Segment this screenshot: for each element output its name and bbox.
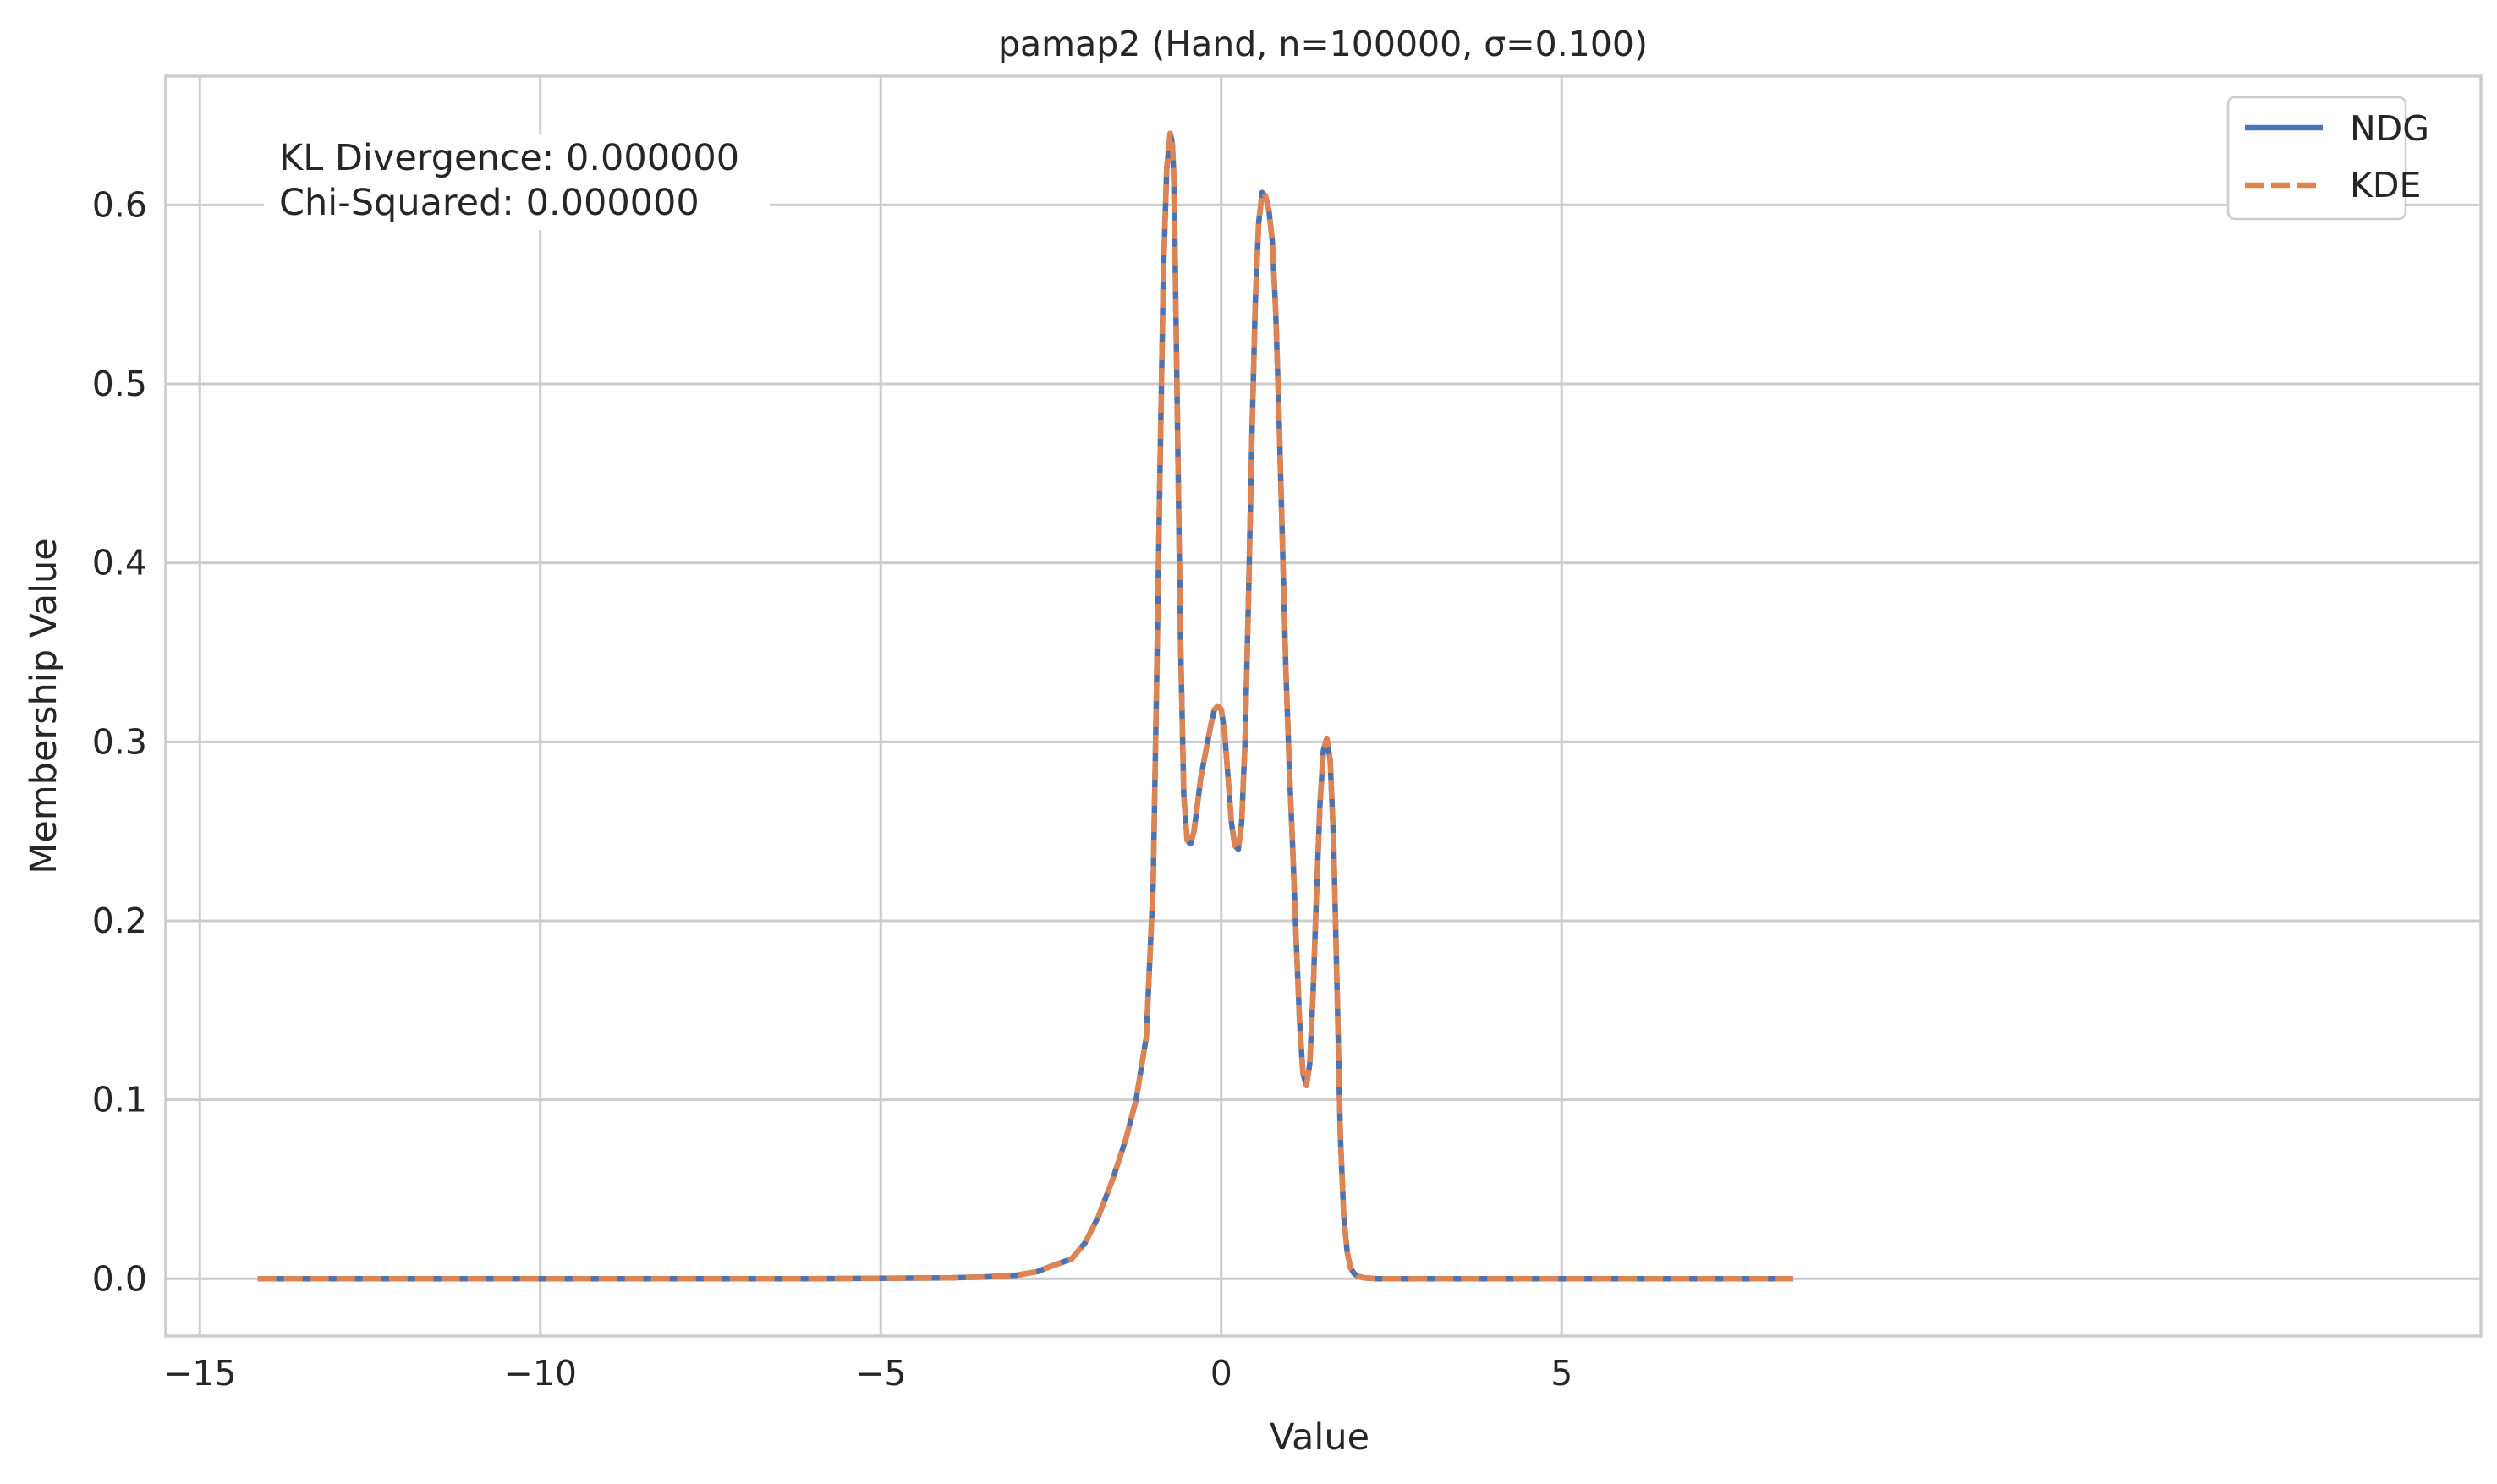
y-tick-label: 0.2 <box>92 901 147 941</box>
x-axis-label: Value <box>1270 1416 1369 1459</box>
x-tick-label: −10 <box>503 1353 577 1394</box>
legend: NDG KDE <box>2226 96 2429 221</box>
x-tick-label: 5 <box>1550 1353 1572 1394</box>
legend-ndg-label: NDG <box>2350 108 2429 149</box>
chart-title: pamap2 (Hand, n=100000, σ=0.100) <box>998 24 1648 64</box>
plot-frame <box>164 74 2483 1338</box>
ticks: −15 −10 −5 0 5 0.0 0.1 0.2 0.3 0.4 0.5 0.6 <box>92 184 1573 1394</box>
y-tick-label: 0.6 <box>92 184 147 225</box>
plot-area <box>166 76 2481 1336</box>
legend-kde-label: KDE <box>2350 165 2421 205</box>
stats-annotation-box <box>264 134 770 230</box>
x-tick-label: 0 <box>1210 1353 1232 1394</box>
y-axis-label: Membership Value <box>23 538 65 874</box>
x-tick-label: −15 <box>163 1353 237 1394</box>
kl-divergence-text: KL Divergence: 0.000000 <box>279 137 739 179</box>
y-tick-label: 0.5 <box>92 364 147 404</box>
series-line-kde <box>257 130 1793 1282</box>
chi-squared-text: Chi-Squared: 0.000000 <box>279 182 700 224</box>
stats-annotation: KL Divergence: 0.000000 Chi-Squared: 0.0… <box>264 134 770 230</box>
series-layer <box>257 130 1793 1282</box>
x-tick-label: −5 <box>855 1353 906 1394</box>
y-tick-label: 0.0 <box>92 1258 147 1299</box>
y-tick-label: 0.4 <box>92 543 147 583</box>
grid <box>166 76 2481 1336</box>
y-tick-label: 0.1 <box>92 1080 147 1120</box>
y-tick-label: 0.3 <box>92 721 147 762</box>
